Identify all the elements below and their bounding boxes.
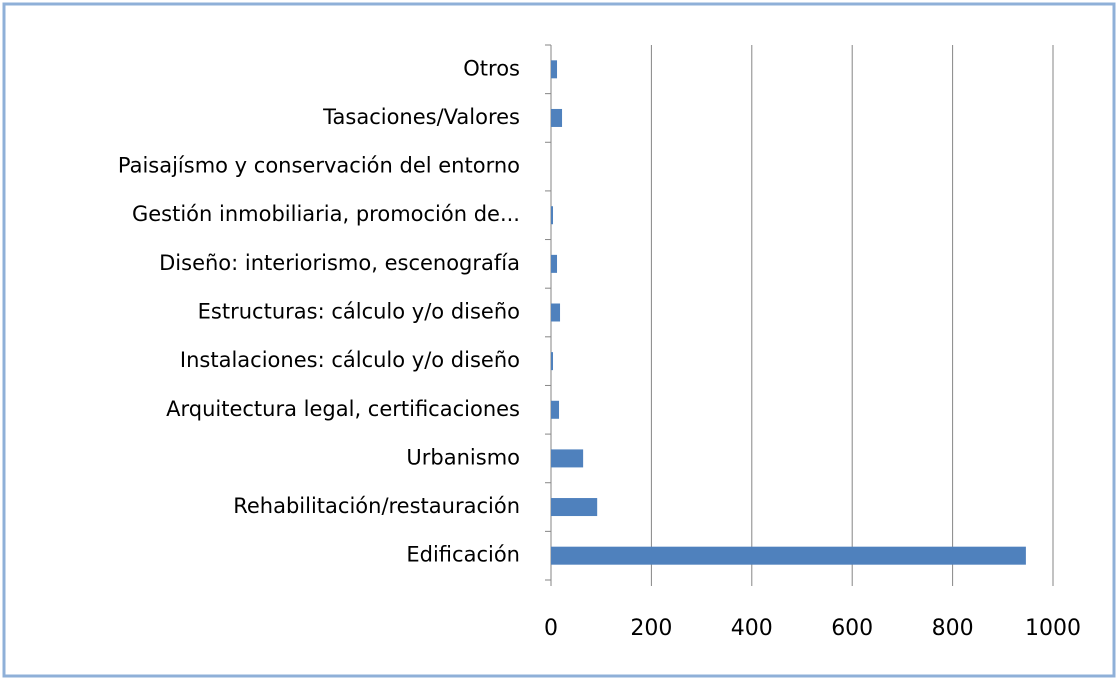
bar [551,449,584,468]
x-tick-label: 1000 [1025,616,1081,641]
bar [551,206,554,225]
bar [551,546,1026,565]
bar [551,352,554,371]
x-tick-label: 400 [731,616,773,641]
y-tick-label: Edificación [406,543,520,567]
y-tick-label: Instalaciones: cálculo y/o diseño [180,348,520,372]
x-tick-label: 0 [544,616,558,641]
x-tick-label: 200 [630,616,672,641]
x-tick-label: 800 [932,616,974,641]
y-tick-label: Gestión inmobiliaria, promoción de... [132,202,520,226]
bar [551,400,560,419]
bar [551,498,598,517]
y-tick-label: Otros [463,56,520,80]
bar [551,303,561,322]
y-tick-label: Arquitectura legal, certificaciones [166,397,520,421]
bar [551,108,563,127]
bar [551,254,558,273]
y-tick-label: Estructuras: cálculo y/o diseño [198,300,520,324]
x-tick-label: 600 [831,616,873,641]
y-tick-label: Urbanismo [406,445,520,469]
y-tick-label: Paisajísmo y conservación del entorno [118,154,520,178]
y-tick-label: Diseño: interiorismo, escenografía [159,251,520,275]
bar [551,60,558,79]
y-tick-label: Rehabilitación/restauración [233,494,520,518]
y-tick-label: Tasaciones/Valores [322,105,520,129]
